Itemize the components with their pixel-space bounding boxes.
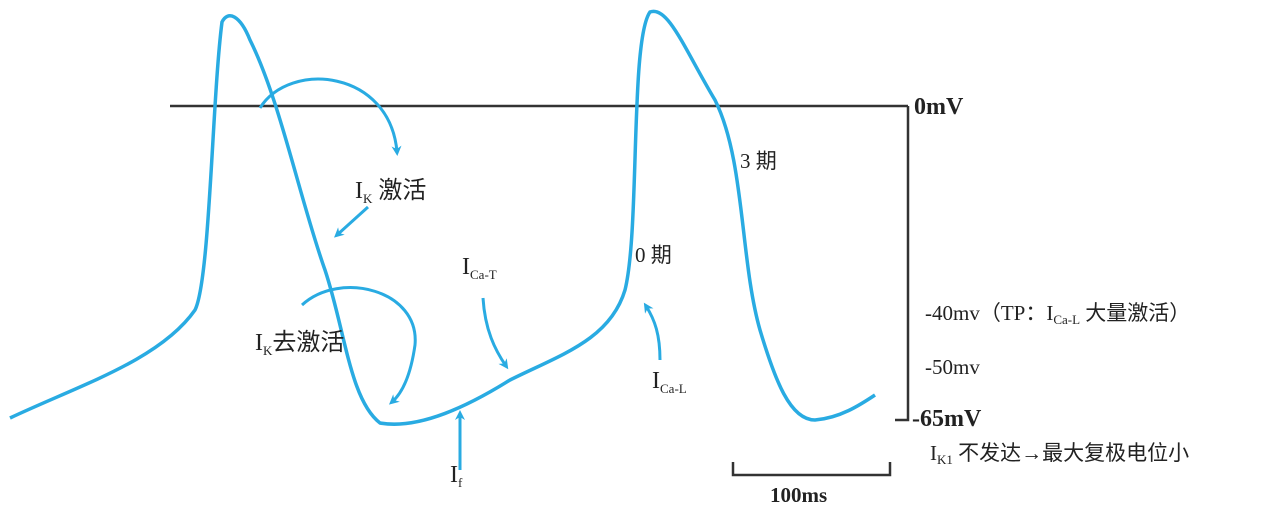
label: ICa-T [462,254,497,282]
action-potential-curve [9,9,876,426]
arrows [258,77,662,470]
scale-label: -50mv [925,355,980,379]
axes [170,104,910,477]
label: 3 期 [740,149,777,173]
label: IK 激活 [355,177,426,206]
scale-label: 0mV [914,94,964,120]
scale-label: -40mv（TP：ICa-L 大量激活） [925,301,1190,327]
arrow [258,77,402,156]
scale-label: IK1 不发达→最大复极电位小 [930,441,1189,467]
label: ICa-L [652,368,687,396]
arrow [300,286,417,405]
voltage-bar [895,106,910,422]
label: If [450,462,463,490]
time-bar [731,462,892,477]
arrow [334,205,370,238]
label: 0 期 [635,243,672,267]
arrow [643,302,662,361]
time-label: 100ms [770,483,827,507]
scale-label: -65mV [912,406,982,432]
label: IK去激活 [255,329,344,358]
arrow [481,297,509,370]
